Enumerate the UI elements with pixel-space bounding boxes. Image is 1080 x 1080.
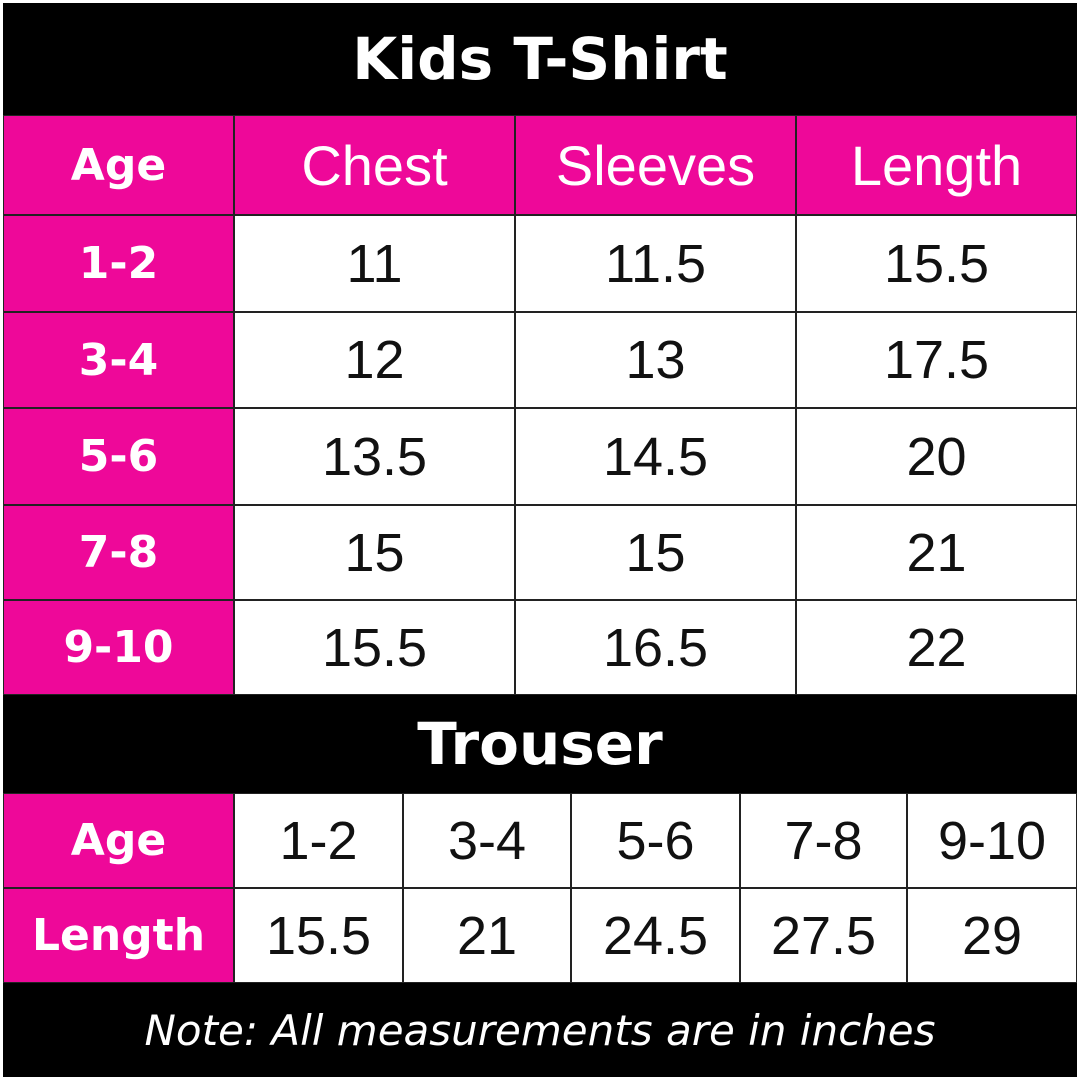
header-length: Length xyxy=(796,115,1077,215)
table-cell: 21 xyxy=(796,505,1077,600)
table-cell: 17.5 xyxy=(796,312,1077,408)
table-cell: 15 xyxy=(515,505,796,600)
age-cell: 1-2 xyxy=(3,215,234,312)
header-sleeves: Sleeves xyxy=(515,115,796,215)
table-cell: 15 xyxy=(234,505,515,600)
header-chest: Chest xyxy=(234,115,515,215)
table-cell: 20 xyxy=(796,408,1077,505)
table-cell: 15.5 xyxy=(796,215,1077,312)
age-cell: 5-6 xyxy=(3,408,234,505)
trouser-age-cell: 3-4 xyxy=(403,793,571,888)
trouser-length-label: Length xyxy=(3,888,234,983)
trouser-title: Trouser xyxy=(417,710,663,778)
header-age: Age xyxy=(3,115,234,215)
age-cell: 7-8 xyxy=(3,505,234,600)
trouser-length-cell: 15.5 xyxy=(234,888,403,983)
trouser-age-cell: 9-10 xyxy=(907,793,1077,888)
table-cell: 13.5 xyxy=(234,408,515,505)
table-cell: 15.5 xyxy=(234,600,515,695)
trouser-age-cell: 5-6 xyxy=(571,793,740,888)
table-cell: 22 xyxy=(796,600,1077,695)
trouser-age-cell: 7-8 xyxy=(740,793,907,888)
trouser-length-cell: 29 xyxy=(907,888,1077,983)
age-cell: 9-10 xyxy=(3,600,234,695)
trouser-age-cell: 1-2 xyxy=(234,793,403,888)
table-cell: 11.5 xyxy=(515,215,796,312)
trouser-age-label: Age xyxy=(3,793,234,888)
table-cell: 16.5 xyxy=(515,600,796,695)
trouser-length-cell: 21 xyxy=(403,888,571,983)
measurement-note: Note: All measurements are in inches xyxy=(144,1005,936,1055)
table-cell: 14.5 xyxy=(515,408,796,505)
table-cell: 11 xyxy=(234,215,515,312)
table-cell: 12 xyxy=(234,312,515,408)
trouser-length-cell: 24.5 xyxy=(571,888,740,983)
tshirt-title: Kids T-Shirt xyxy=(352,25,728,93)
table-cell: 13 xyxy=(515,312,796,408)
age-cell: 3-4 xyxy=(3,312,234,408)
trouser-length-cell: 27.5 xyxy=(740,888,907,983)
